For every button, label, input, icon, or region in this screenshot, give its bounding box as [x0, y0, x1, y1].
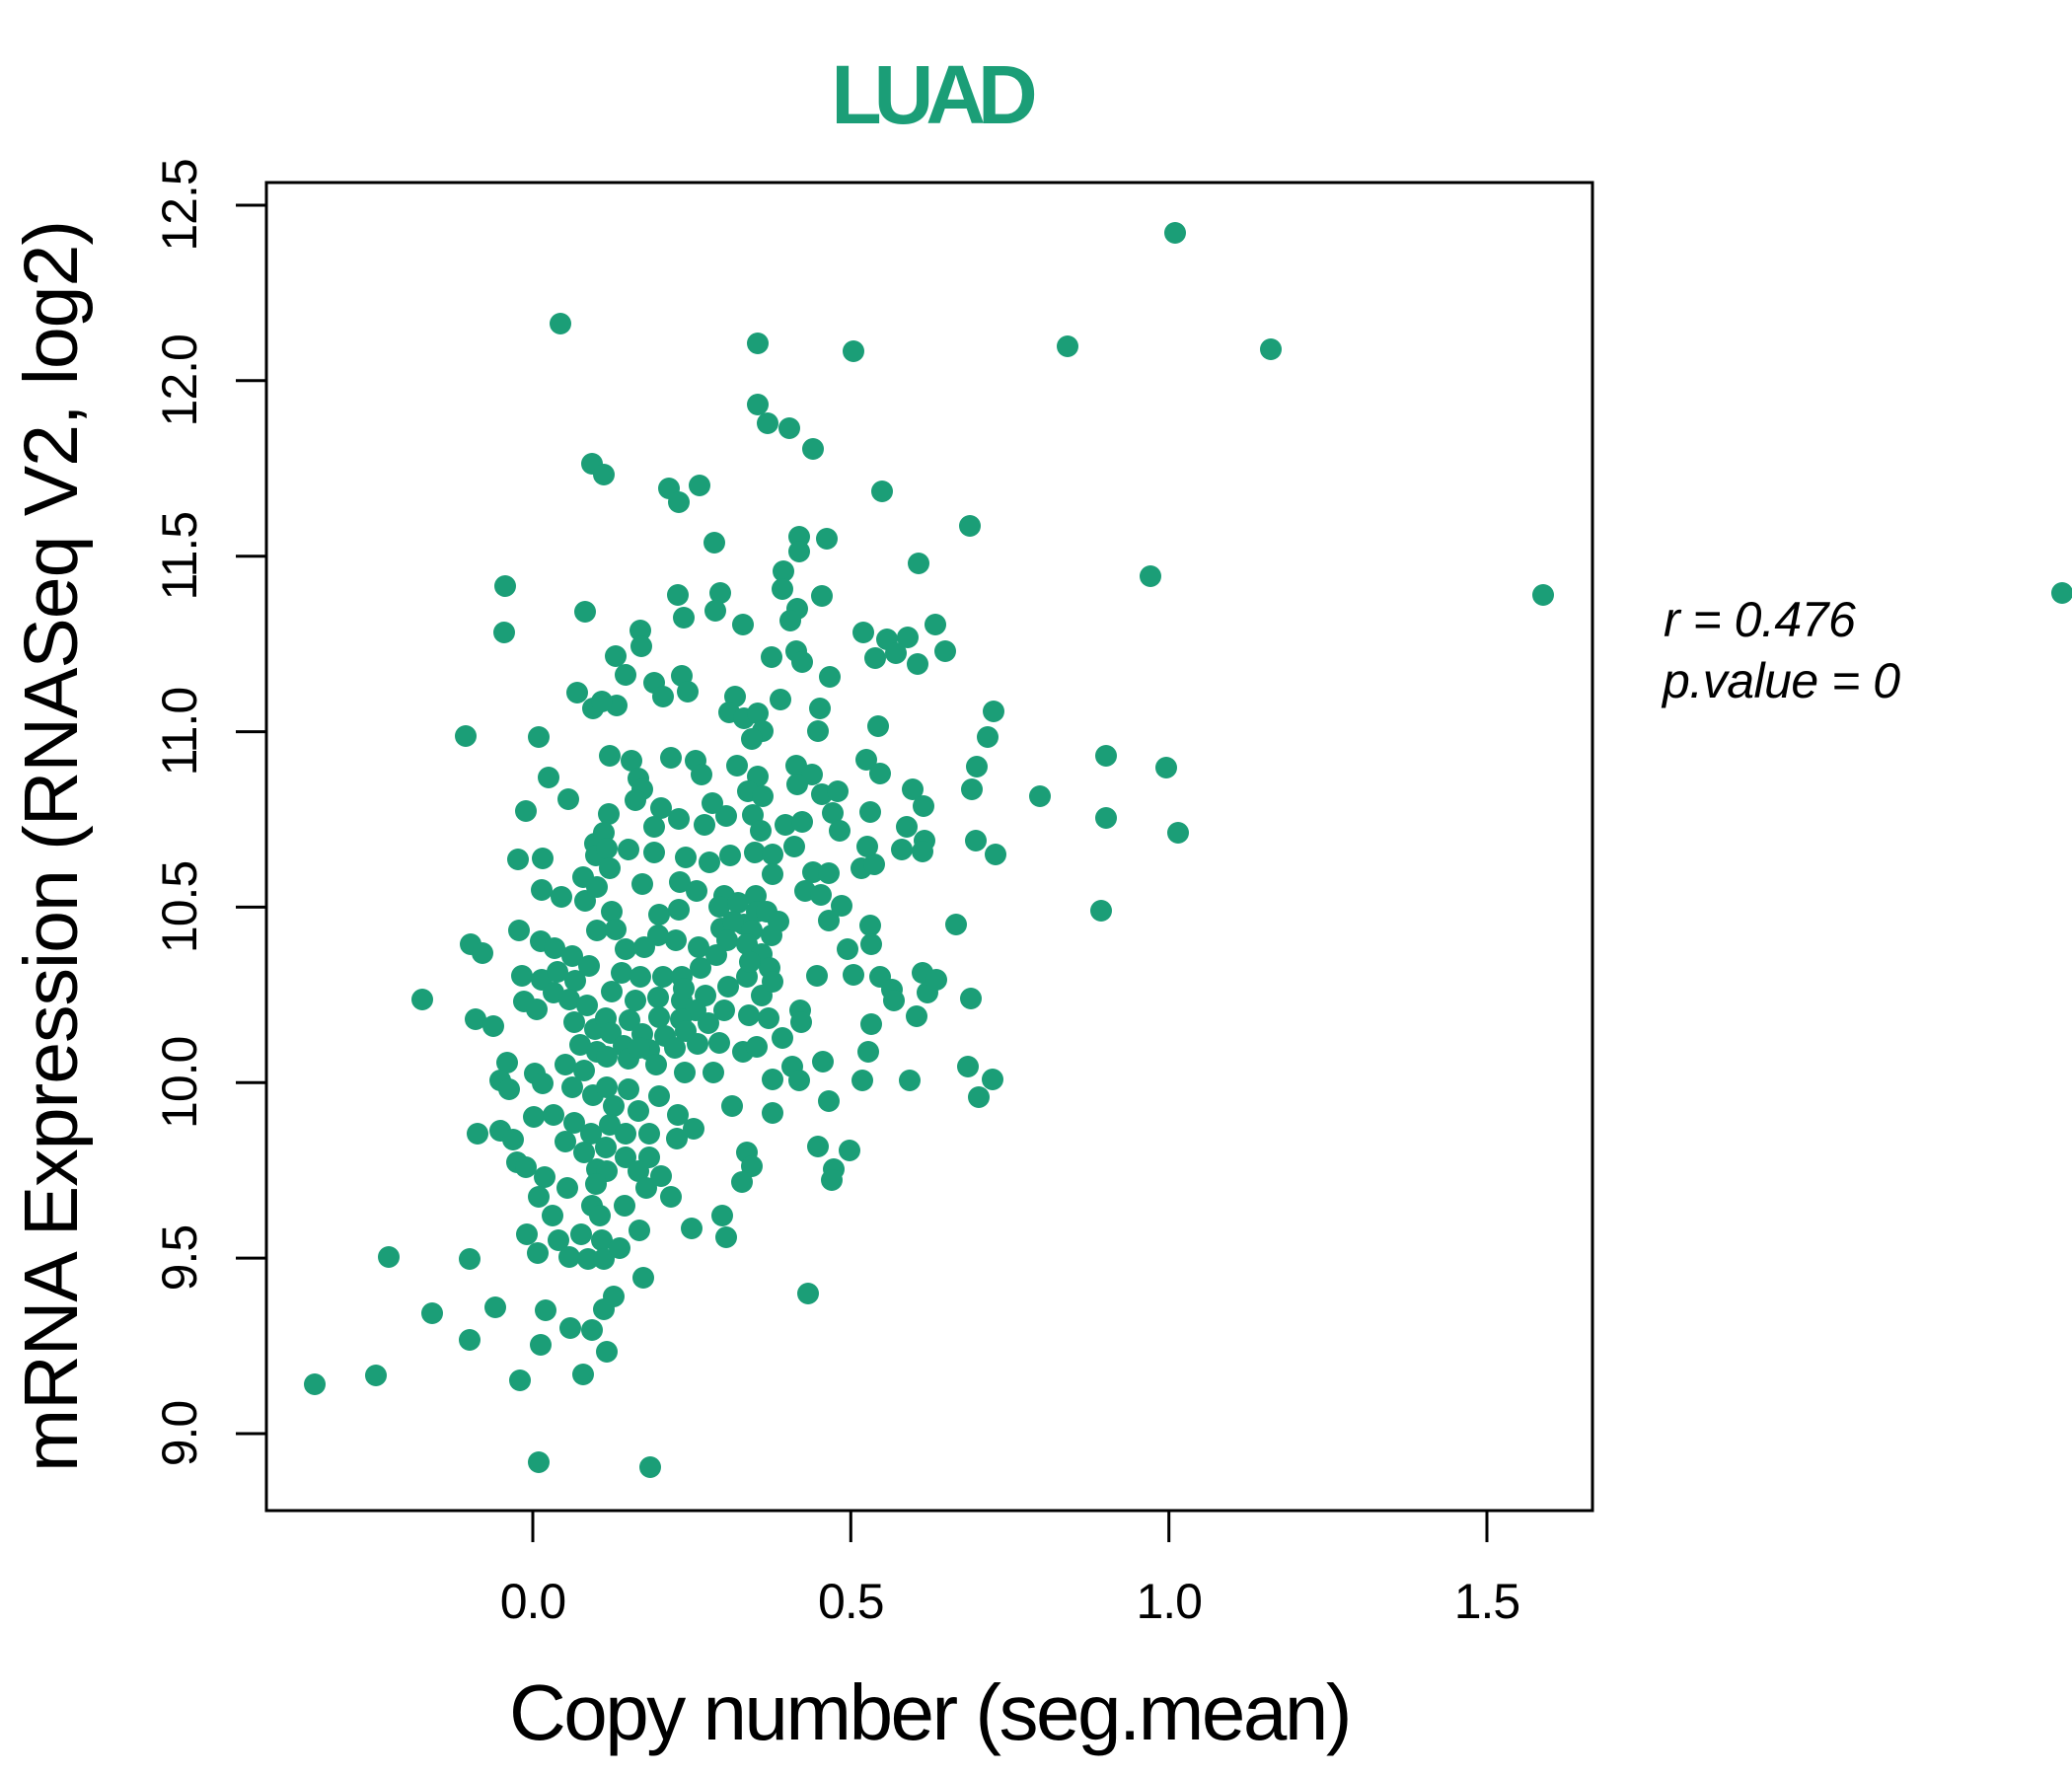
- svg-text:11.0: 11.0: [152, 688, 207, 777]
- svg-text:0.0: 0.0: [500, 1574, 566, 1629]
- svg-text:10.5: 10.5: [152, 861, 207, 953]
- svg-text:11.5: 11.5: [152, 512, 207, 601]
- svg-text:mRNA Expression (RNASeq V2, lo: mRNA Expression (RNASeq V2, log2): [9, 221, 94, 1472]
- svg-text:1.5: 1.5: [1454, 1574, 1520, 1629]
- svg-text:p.value = 0: p.value = 0: [1661, 653, 1900, 708]
- svg-text:0.5: 0.5: [818, 1574, 884, 1629]
- svg-text:1.0: 1.0: [1136, 1574, 1202, 1629]
- svg-text:9.5: 9.5: [152, 1225, 207, 1292]
- svg-text:12.5: 12.5: [152, 159, 207, 251]
- svg-text:12.0: 12.0: [152, 334, 207, 426]
- svg-text:Copy number (seg.mean): Copy number (seg.mean): [509, 1668, 1350, 1756]
- svg-text:LUAD: LUAD: [831, 48, 1035, 141]
- svg-text:10.0: 10.0: [152, 1037, 207, 1129]
- svg-text:r = 0.476: r = 0.476: [1664, 592, 1856, 647]
- svg-text:9.0: 9.0: [152, 1401, 207, 1467]
